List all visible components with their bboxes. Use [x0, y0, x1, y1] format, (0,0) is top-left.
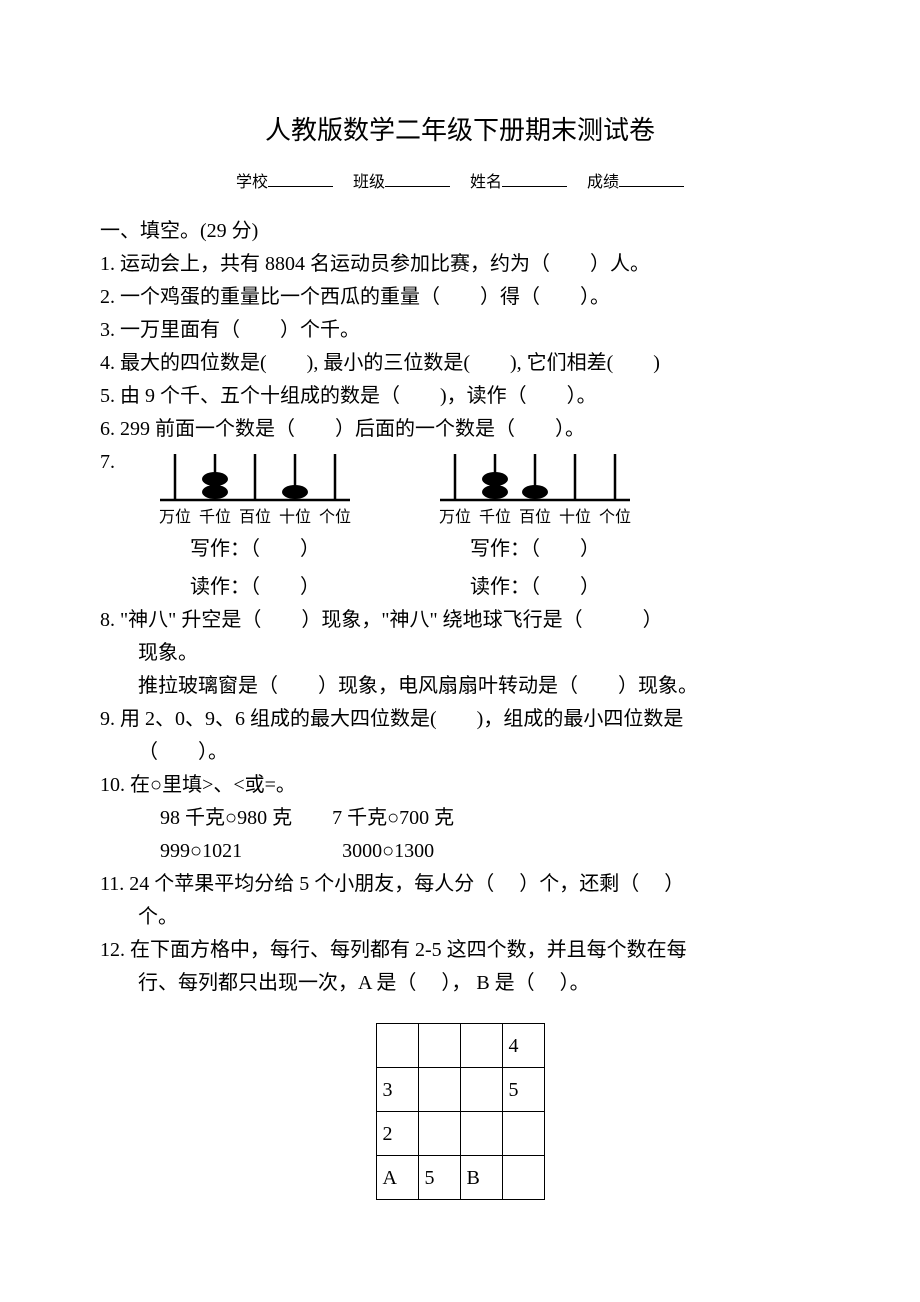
q4: 4. 最大的四位数是( ), 最小的三位数是( ), 它们相差( ) — [100, 347, 820, 379]
abacus-left-write: 写作：（ ） — [155, 533, 355, 565]
q9b: （ ）。 — [100, 736, 820, 768]
abacus-left-svg — [155, 448, 355, 506]
cell: 3 — [376, 1068, 418, 1112]
q11a: 11. 24 个苹果平均分给 5 个小朋友，每人分（ ）个，还剩（ ） — [100, 868, 820, 900]
page-title: 人教版数学二年级下册期末测试卷 — [100, 110, 820, 152]
cell: B — [460, 1156, 502, 1200]
q6: 6. 299 前面一个数是（ ）后面的一个数是（ ）。 — [100, 413, 820, 445]
class-blank[interactable] — [385, 171, 450, 187]
table-row: A 5 B — [376, 1156, 544, 1200]
q2: 2. 一个鸡蛋的重量比一个西瓜的重量（ ）得（ ）。 — [100, 281, 820, 313]
abacus-right-write: 写作：（ ） — [435, 533, 635, 565]
cell: 2 — [376, 1112, 418, 1156]
abacus-right: 万位 千位 百位 十位 个位 写作：（ ） 读作：（ ） — [435, 448, 635, 603]
cell: 5 — [502, 1068, 544, 1112]
q12b: 行、每列都只出现一次，A 是（ ）， B 是（ ）。 — [100, 967, 820, 999]
q10c: 999○1021 3000○1300 — [100, 835, 820, 867]
section1-head: 一、填空。(29 分) — [100, 215, 820, 247]
q9a: 9. 用 2、0、9、6 组成的最大四位数是( )，组成的最小四位数是 — [100, 703, 820, 735]
q8b: 推拉玻璃窗是（ ）现象，电风扇扇叶转动是（ ）现象。 — [100, 670, 820, 702]
cell — [376, 1024, 418, 1068]
q3: 3. 一万里面有（ ）个千。 — [100, 314, 820, 346]
cell — [418, 1024, 460, 1068]
school-label: 学校 — [236, 174, 268, 191]
cell: 5 — [418, 1156, 460, 1200]
cell — [460, 1112, 502, 1156]
cell: 4 — [502, 1024, 544, 1068]
cell — [460, 1024, 502, 1068]
class-label: 班级 — [353, 174, 385, 191]
abacus-right-read: 读作：（ ） — [435, 571, 635, 603]
table-row: 4 — [376, 1024, 544, 1068]
abacus-right-labels: 万位 千位 百位 十位 个位 — [435, 508, 635, 527]
table-row: 3 5 — [376, 1068, 544, 1112]
q10a: 10. 在○里填>、<或=。 — [100, 769, 820, 801]
q8a2: 现象。 — [100, 637, 820, 669]
score-label: 成绩 — [587, 174, 619, 191]
cell: A — [376, 1156, 418, 1200]
school-blank[interactable] — [268, 171, 333, 187]
name-blank[interactable] — [502, 171, 567, 187]
q5: 5. 由 9 个千、五个十组成的数是（ )，读作（ ）。 — [100, 380, 820, 412]
q11b: 个。 — [100, 901, 820, 933]
table-row: 2 — [376, 1112, 544, 1156]
cell — [418, 1112, 460, 1156]
q8a: 8. "神八" 升空是（ ）现象，"神八" 绕地球飞行是（ ） — [100, 604, 820, 636]
q12a: 12. 在下面方格中，每行、每列都有 2-5 这四个数，并且每个数在每 — [100, 934, 820, 966]
cell — [502, 1156, 544, 1200]
cell — [418, 1068, 460, 1112]
abacus-right-svg — [435, 448, 635, 506]
cell — [460, 1068, 502, 1112]
abacus-left-read: 读作：（ ） — [155, 571, 355, 603]
score-blank[interactable] — [619, 171, 684, 187]
header-info: 学校 班级 姓名 成绩 — [100, 170, 820, 196]
q10b: 98 千克○980 克 7 千克○700 克 — [100, 802, 820, 834]
q7: 7. 万位 千位 百位 十位 个位 写作：（ ） 读作：（ — [100, 446, 820, 603]
cell — [502, 1112, 544, 1156]
q1: 1. 运动会上，共有 8804 名运动员参加比赛，约为（ ）人。 — [100, 248, 820, 280]
puzzle-grid: 4 3 5 2 A 5 B — [376, 1023, 545, 1200]
q7-num: 7. — [100, 446, 115, 478]
name-label: 姓名 — [470, 174, 502, 191]
abacus-left: 万位 千位 百位 十位 个位 写作：（ ） 读作：（ ） — [155, 448, 355, 603]
abacus-left-labels: 万位 千位 百位 十位 个位 — [155, 508, 355, 527]
